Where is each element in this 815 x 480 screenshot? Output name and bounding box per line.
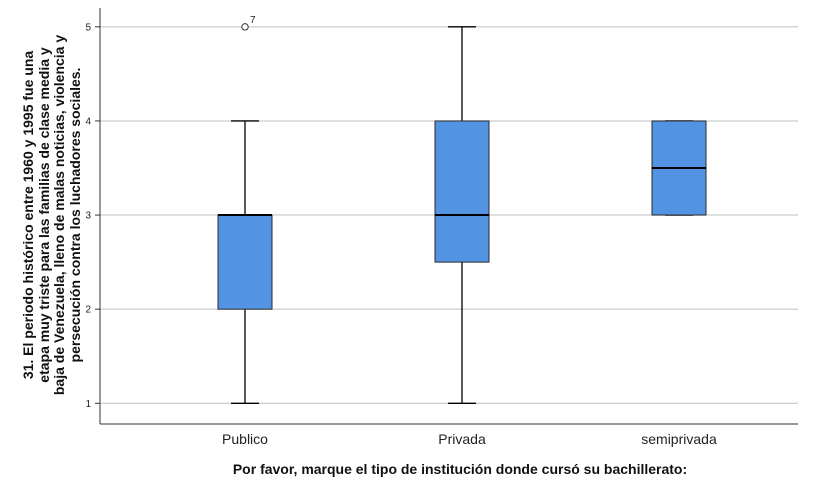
- y-axis-title: 31. El periodo histórico entre 1960 y 19…: [20, 35, 83, 395]
- iqr-box: [434, 120, 490, 263]
- y-tick-labels: 1 2 3 4 5: [85, 22, 100, 410]
- x-tick-label: Publico: [222, 431, 268, 447]
- x-tick-label: semiprivada: [641, 431, 717, 447]
- box-publico: 7: [217, 15, 273, 404]
- y-tick-label: 3: [85, 211, 91, 222]
- y-axis-title-line: persecución contra los luchadores social…: [67, 68, 83, 363]
- outlier-point: [241, 23, 249, 31]
- box-semiprivada: [651, 120, 707, 216]
- x-tick-labels: Publico Privada semiprivada: [222, 431, 717, 447]
- box-series: 7: [217, 15, 707, 404]
- y-axis-title-line: baja de Venezuela, lleno de malas notici…: [51, 35, 67, 395]
- x-tick-label: Privada: [438, 431, 486, 447]
- iqr-box: [217, 214, 273, 310]
- y-tick-label: 5: [85, 22, 91, 33]
- y-axis-title-line: etapa muy triste para las familias de cl…: [36, 47, 52, 383]
- y-tick-label: 2: [85, 305, 91, 316]
- x-axis-title: Por favor, marque el tipo de institución…: [233, 461, 687, 477]
- y-axis-title-line: 31. El periodo histórico entre 1960 y 19…: [20, 51, 36, 380]
- y-tick-label: 4: [85, 116, 91, 127]
- outlier-label: 7: [250, 15, 256, 26]
- y-tick-label: 1: [85, 399, 91, 410]
- box-privada: [434, 26, 490, 404]
